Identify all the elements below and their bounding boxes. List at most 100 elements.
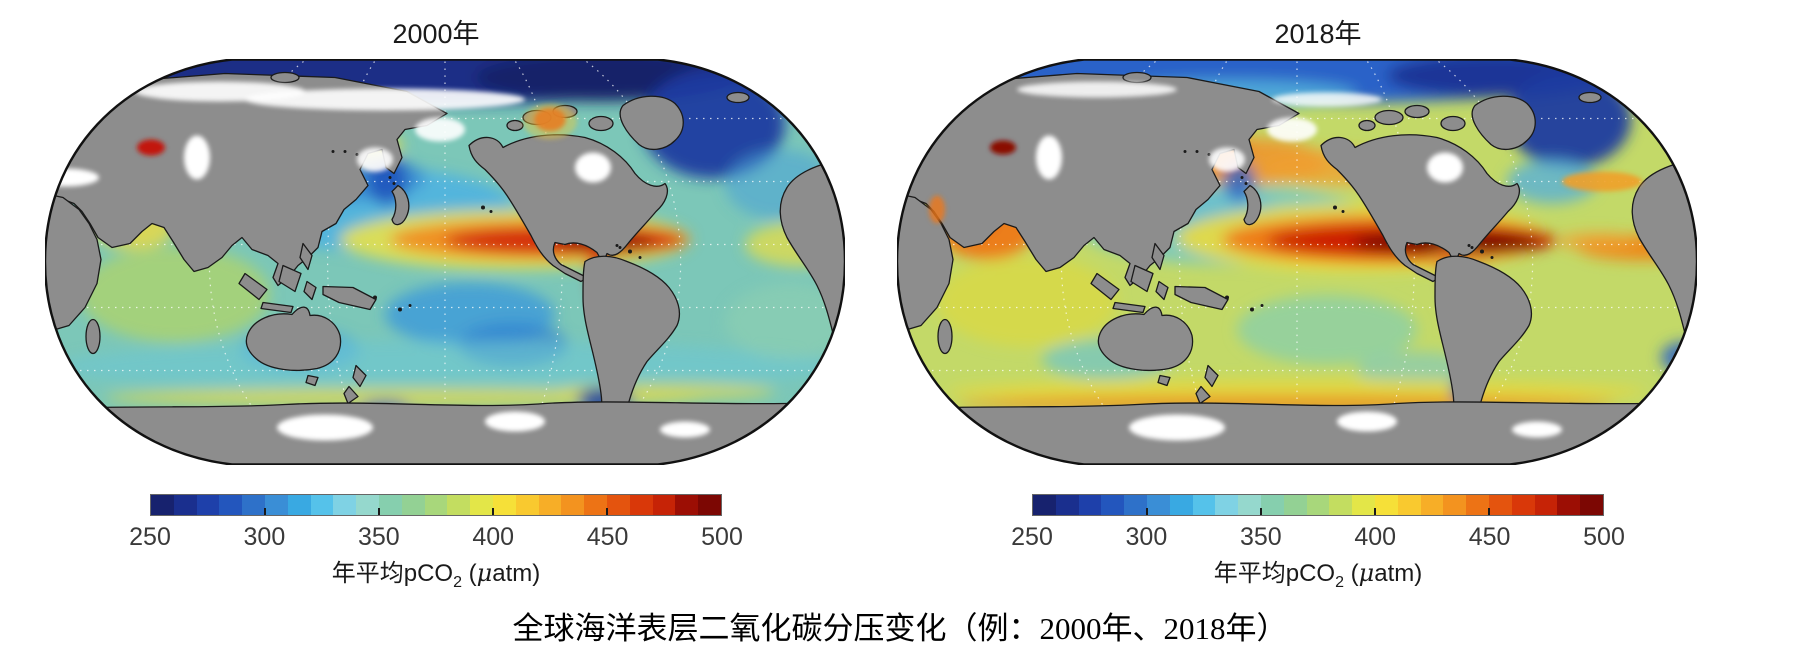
colorbar-segment	[287, 495, 311, 515]
colorbar-segment	[652, 495, 676, 515]
colorbar-segment	[424, 495, 448, 515]
colorbar-segment	[515, 495, 539, 515]
map-title-2018: 2018年	[1274, 19, 1362, 49]
panel-2018: 2018年 250 300 350 400 450 500 年平均pCO2 (μatm)	[897, 0, 1697, 658]
pco2-region-blob	[245, 88, 525, 111]
colorbar-tick-label: 250	[129, 523, 171, 551]
colorbar-tick-label: 250	[1011, 523, 1053, 551]
colorbar-segment	[1169, 495, 1193, 515]
overlay-seas-and-ice	[929, 81, 1642, 441]
pco2-region-blob	[184, 135, 210, 180]
axis-label-unit: atm)	[1374, 560, 1423, 587]
colorbar-segment	[698, 495, 721, 515]
colorbar-segment	[196, 495, 220, 515]
axis-label-unit: atm)	[492, 560, 541, 587]
colorbar-segment	[1055, 495, 1079, 515]
colorbar-segment	[1306, 495, 1330, 515]
colorbar-segment	[675, 495, 699, 515]
pco2-region-blob	[660, 421, 710, 438]
colorbar-segment	[1488, 495, 1512, 515]
colorbar-segment	[447, 495, 471, 515]
colorbar-segment	[356, 495, 379, 515]
colorbar-segment	[1192, 495, 1216, 515]
colorbar-segment	[1557, 495, 1581, 515]
colorbar-tick-label: 450	[586, 523, 629, 551]
colorbar-segment	[1534, 495, 1558, 515]
colorbar-segment	[1033, 495, 1056, 515]
colorbar-segment	[1580, 495, 1603, 515]
pco2-region-blob	[1427, 152, 1463, 183]
colorbar-segment	[629, 495, 653, 515]
world-map-2018	[897, 59, 1697, 465]
colorbar-segment	[538, 495, 562, 515]
axis-label-mu: μ	[476, 559, 493, 587]
pco2-region-blob	[937, 256, 1117, 347]
colorbar-segment	[1443, 495, 1467, 515]
pco2-region-blob	[990, 140, 1016, 155]
axis-label-mu: μ	[1358, 559, 1375, 587]
colorbar-tick-mark	[264, 508, 266, 515]
colorbar-segment	[242, 495, 265, 515]
pco2-region-blob	[1562, 171, 1642, 192]
colorbar-tick-label: 500	[701, 523, 743, 551]
colorbar-segment	[1466, 495, 1489, 515]
pco2-region-blob	[137, 139, 165, 156]
colorbar-segment	[1260, 495, 1284, 515]
colorbar-2000	[150, 494, 722, 516]
colorbar-tick-mark	[378, 508, 380, 515]
colorbar-segment	[1238, 495, 1261, 515]
colorbar-segment	[333, 495, 357, 515]
figure-caption: 全球海洋表层二氧化碳分压变化（例：2000年、2018年）	[512, 611, 1288, 646]
colorbar-segment	[151, 495, 174, 515]
axis-label-subscript: 2	[453, 573, 462, 591]
pco2-region-blob	[135, 81, 305, 102]
colorbar-tick-mark	[606, 508, 608, 515]
pco2-region-blob	[929, 195, 945, 224]
colorbar-axis-label-2000: 年平均pCO2 (μatm)	[150, 553, 722, 592]
colorbar-segment	[1374, 495, 1398, 515]
map-outline	[897, 59, 1697, 465]
world-map-2000	[45, 59, 845, 465]
colorbar-gradient	[151, 495, 721, 515]
colorbar-tick-mark	[1374, 508, 1376, 515]
colorbar-segment	[1215, 495, 1239, 515]
colorbar-tick-label: 350	[1239, 523, 1282, 551]
colorbar-segment	[219, 495, 243, 515]
axis-label-paren: (	[461, 560, 477, 587]
colorbar-segment	[1283, 495, 1307, 515]
pco2-region-blob	[1507, 159, 1597, 204]
colorbar-segment	[378, 495, 402, 515]
pco2-region-blob	[357, 147, 393, 172]
axis-label-paren: (	[1343, 560, 1359, 587]
overlay-seas-and-ice	[45, 81, 710, 441]
colorbar-2018	[1032, 494, 1604, 516]
colorbar-segment	[401, 495, 425, 515]
colorbar-segment	[1397, 495, 1421, 515]
colorbar-segment	[606, 495, 630, 515]
colorbar-segment	[1511, 495, 1535, 515]
pco2-region-blob	[1272, 92, 1382, 107]
pco2-region-blob	[725, 283, 845, 360]
pco2-region-blob	[1017, 81, 1177, 98]
colorbar-segment	[173, 495, 197, 515]
pco2-region-blob	[80, 246, 270, 343]
colorbar-segment	[1078, 495, 1102, 515]
colorbar-segment	[264, 495, 288, 515]
axis-label-subscript: 2	[1335, 573, 1344, 591]
colorbar-tick-label: 300	[1125, 523, 1168, 551]
colorbar-tick-mark	[492, 508, 494, 515]
colorbar-segment	[1124, 495, 1147, 515]
colorbar-segment	[1146, 495, 1170, 515]
colorbar-tick-labels-2018: 250 300 350 400 450 500	[1011, 523, 1625, 551]
pco2-region-blob	[485, 411, 545, 432]
colorbar-segment	[1329, 495, 1353, 515]
colorbar-segment	[561, 495, 585, 515]
colorbar-tick-mark	[1146, 508, 1148, 515]
pco2-region-blob	[1512, 421, 1562, 438]
colorbar-tick-mark	[1488, 508, 1490, 515]
colorbar-tick-label: 300	[243, 523, 286, 551]
colorbar-tick-label: 500	[1583, 523, 1625, 551]
pco2-region-blob	[415, 117, 465, 142]
colorbar-segment	[1352, 495, 1375, 515]
